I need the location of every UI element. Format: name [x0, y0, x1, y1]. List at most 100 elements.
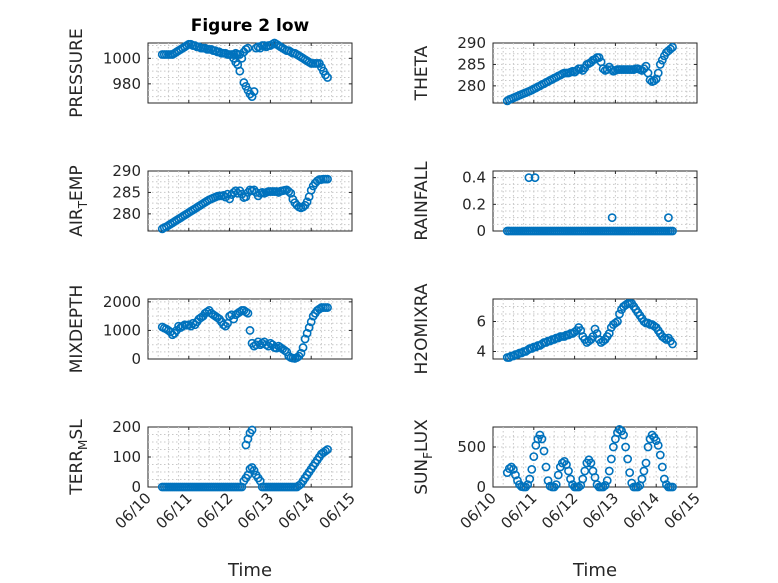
- y-tick-label: 200: [112, 418, 141, 436]
- data-point: [323, 174, 332, 184]
- subplot-6: 4 6 H2OMIXRA: [412, 283, 698, 375]
- subplot-2: 280 285 290 THETA: [412, 34, 698, 106]
- data-point: [525, 474, 535, 484]
- data-point: [557, 458, 567, 468]
- subplot-1: 980 1000 PRESSURE: [67, 28, 353, 118]
- data-point: [249, 87, 259, 96]
- y-tick-label: 0: [131, 478, 141, 496]
- y-tick-label: 0.4: [462, 169, 486, 187]
- y-axis-label: H2OMIXRA: [412, 283, 432, 374]
- y-axis-label: PRESSURE: [67, 28, 87, 117]
- subplot-5: 0 1000 2000 MIXDEPTH: [67, 285, 353, 373]
- x-axis-label-right: Time: [572, 560, 617, 581]
- data-point: [639, 466, 649, 476]
- scatter-series: [502, 42, 677, 106]
- data-point: [643, 442, 653, 452]
- data-point: [225, 194, 234, 204]
- y-tick-label: 0: [476, 222, 486, 240]
- y-tick-label: 290: [112, 162, 141, 180]
- scatter-series: [157, 303, 332, 363]
- y-tick-label: 1000: [103, 49, 141, 67]
- data-point: [511, 470, 520, 480]
- data-point: [227, 310, 237, 320]
- y-tick-label: 280: [112, 205, 141, 223]
- y-tick-label: 1000: [103, 321, 141, 339]
- data-point: [619, 430, 628, 440]
- y-tick-label: 280: [457, 77, 486, 95]
- data-point: [302, 197, 312, 207]
- data-point: [615, 309, 624, 319]
- y-tick-label: 500: [457, 438, 486, 456]
- data-point: [586, 458, 596, 468]
- data-point: [621, 442, 630, 452]
- data-point: [243, 308, 253, 318]
- data-point: [566, 474, 575, 484]
- data-point: [641, 458, 651, 468]
- y-axis-label: AIRTEMP: [67, 165, 90, 236]
- data-point: [606, 65, 616, 74]
- data-point: [613, 317, 622, 326]
- data-point: [323, 303, 332, 312]
- data-point: [304, 323, 314, 332]
- data-point: [653, 440, 663, 450]
- data-point: [578, 474, 588, 484]
- data-point: [504, 464, 514, 473]
- data-point: [576, 64, 586, 74]
- scatter-series: [157, 38, 332, 102]
- data-point: [245, 326, 255, 335]
- data-point: [647, 430, 657, 440]
- x-tick-label: 06/13: [579, 489, 622, 532]
- data-point: [509, 464, 518, 474]
- data-point: [537, 434, 547, 444]
- data-point: [607, 213, 617, 223]
- y-tick-label: 0.2: [462, 195, 486, 213]
- data-point: [598, 482, 608, 492]
- y-tick-label: 290: [457, 34, 486, 52]
- x-tick-label: 06/11: [497, 489, 540, 532]
- data-point: [284, 187, 294, 196]
- data-point: [600, 480, 610, 490]
- data-point: [645, 75, 655, 85]
- data-point: [541, 462, 551, 472]
- data-point: [506, 462, 516, 472]
- y-tick-label: 100: [112, 448, 141, 466]
- data-point: [298, 343, 308, 352]
- data-point: [235, 66, 245, 76]
- x-tick-label: 06/12: [538, 489, 581, 532]
- data-point: [306, 317, 316, 327]
- figure-title: Figure 2 low: [191, 16, 310, 36]
- data-point: [249, 466, 259, 475]
- data-point: [637, 474, 647, 484]
- data-point: [572, 66, 582, 75]
- scatter-series: [157, 425, 332, 492]
- data-point: [272, 343, 281, 353]
- x-tick-label: 06/13: [234, 489, 277, 532]
- data-point: [655, 60, 665, 69]
- data-point: [574, 482, 584, 492]
- data-point: [302, 328, 312, 338]
- data-point: [590, 324, 600, 334]
- data-point: [668, 42, 677, 52]
- data-point: [245, 464, 255, 474]
- x-tick-label: 06/15: [316, 489, 359, 532]
- data-point: [247, 92, 257, 102]
- y-axis-label: THETA: [412, 45, 432, 101]
- y-tick-label: 285: [112, 183, 141, 201]
- data-point: [523, 480, 533, 489]
- data-point: [580, 466, 590, 476]
- y-tick-label: 0: [131, 350, 141, 368]
- data-point: [527, 464, 537, 474]
- data-point: [306, 185, 316, 195]
- data-point: [296, 348, 306, 358]
- data-point: [668, 226, 677, 236]
- data-point: [606, 454, 616, 464]
- y-axis-label: SUNFLUX: [412, 419, 435, 495]
- subplot-7: 010020006/1006/1106/1206/1306/1406/15TER…: [67, 418, 359, 532]
- data-point: [668, 482, 677, 492]
- data-point: [664, 213, 673, 223]
- data-point: [529, 452, 539, 461]
- x-tick-label: 06/11: [152, 489, 195, 532]
- data-point: [321, 446, 330, 456]
- data-point: [282, 347, 292, 357]
